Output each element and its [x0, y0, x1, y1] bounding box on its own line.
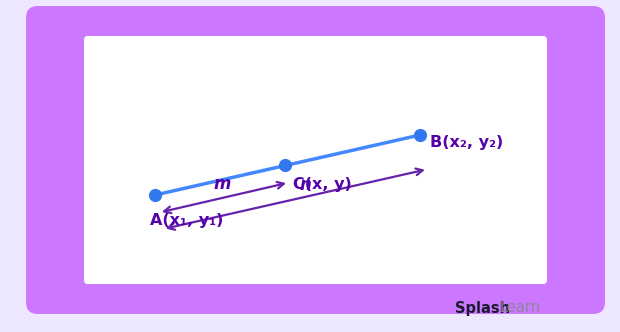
FancyBboxPatch shape [84, 36, 547, 284]
Text: Learn: Learn [500, 300, 541, 315]
Text: n: n [299, 176, 311, 194]
Text: A(x₁, y₁): A(x₁, y₁) [150, 213, 223, 228]
Point [280, 162, 290, 168]
Text: m: m [213, 175, 231, 193]
FancyBboxPatch shape [26, 6, 605, 314]
Text: Splash: Splash [455, 300, 510, 315]
Point [150, 192, 160, 198]
Text: C(x, y): C(x, y) [293, 177, 352, 192]
Text: B(x₂, y₂): B(x₂, y₂) [430, 135, 503, 150]
Point [415, 132, 425, 138]
